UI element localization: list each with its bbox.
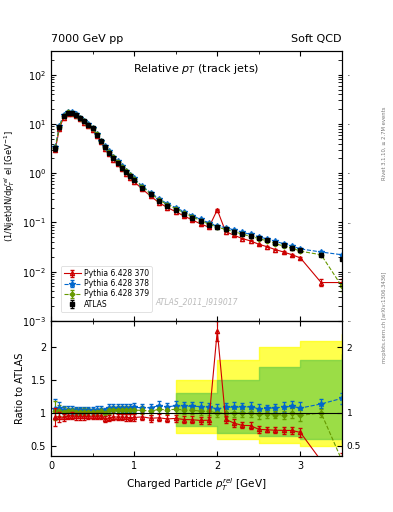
Text: ATLAS_2011_I919017: ATLAS_2011_I919017 xyxy=(155,297,238,307)
Y-axis label: Ratio to ATLAS: Ratio to ATLAS xyxy=(15,353,25,424)
Text: Rivet 3.1.10, ≥ 2.7M events: Rivet 3.1.10, ≥ 2.7M events xyxy=(382,106,387,180)
Y-axis label: (1/Njet)dN/dp$_T^{rel}$ el [GeV$^{-1}$]: (1/Njet)dN/dp$_T^{rel}$ el [GeV$^{-1}$] xyxy=(2,130,17,242)
Text: Relative $p_T$ (track jets): Relative $p_T$ (track jets) xyxy=(133,62,260,76)
Text: mcplots.cern.ch [arXiv:1306.3436]: mcplots.cern.ch [arXiv:1306.3436] xyxy=(382,272,387,363)
Text: 7000 GeV pp: 7000 GeV pp xyxy=(51,33,123,44)
Legend: Pythia 6.428 370, Pythia 6.428 378, Pythia 6.428 379, ATLAS: Pythia 6.428 370, Pythia 6.428 378, Pyth… xyxy=(61,266,152,312)
X-axis label: Charged Particle $p_T^{rel}$ [GeV]: Charged Particle $p_T^{rel}$ [GeV] xyxy=(126,476,267,493)
Text: Soft QCD: Soft QCD xyxy=(292,33,342,44)
